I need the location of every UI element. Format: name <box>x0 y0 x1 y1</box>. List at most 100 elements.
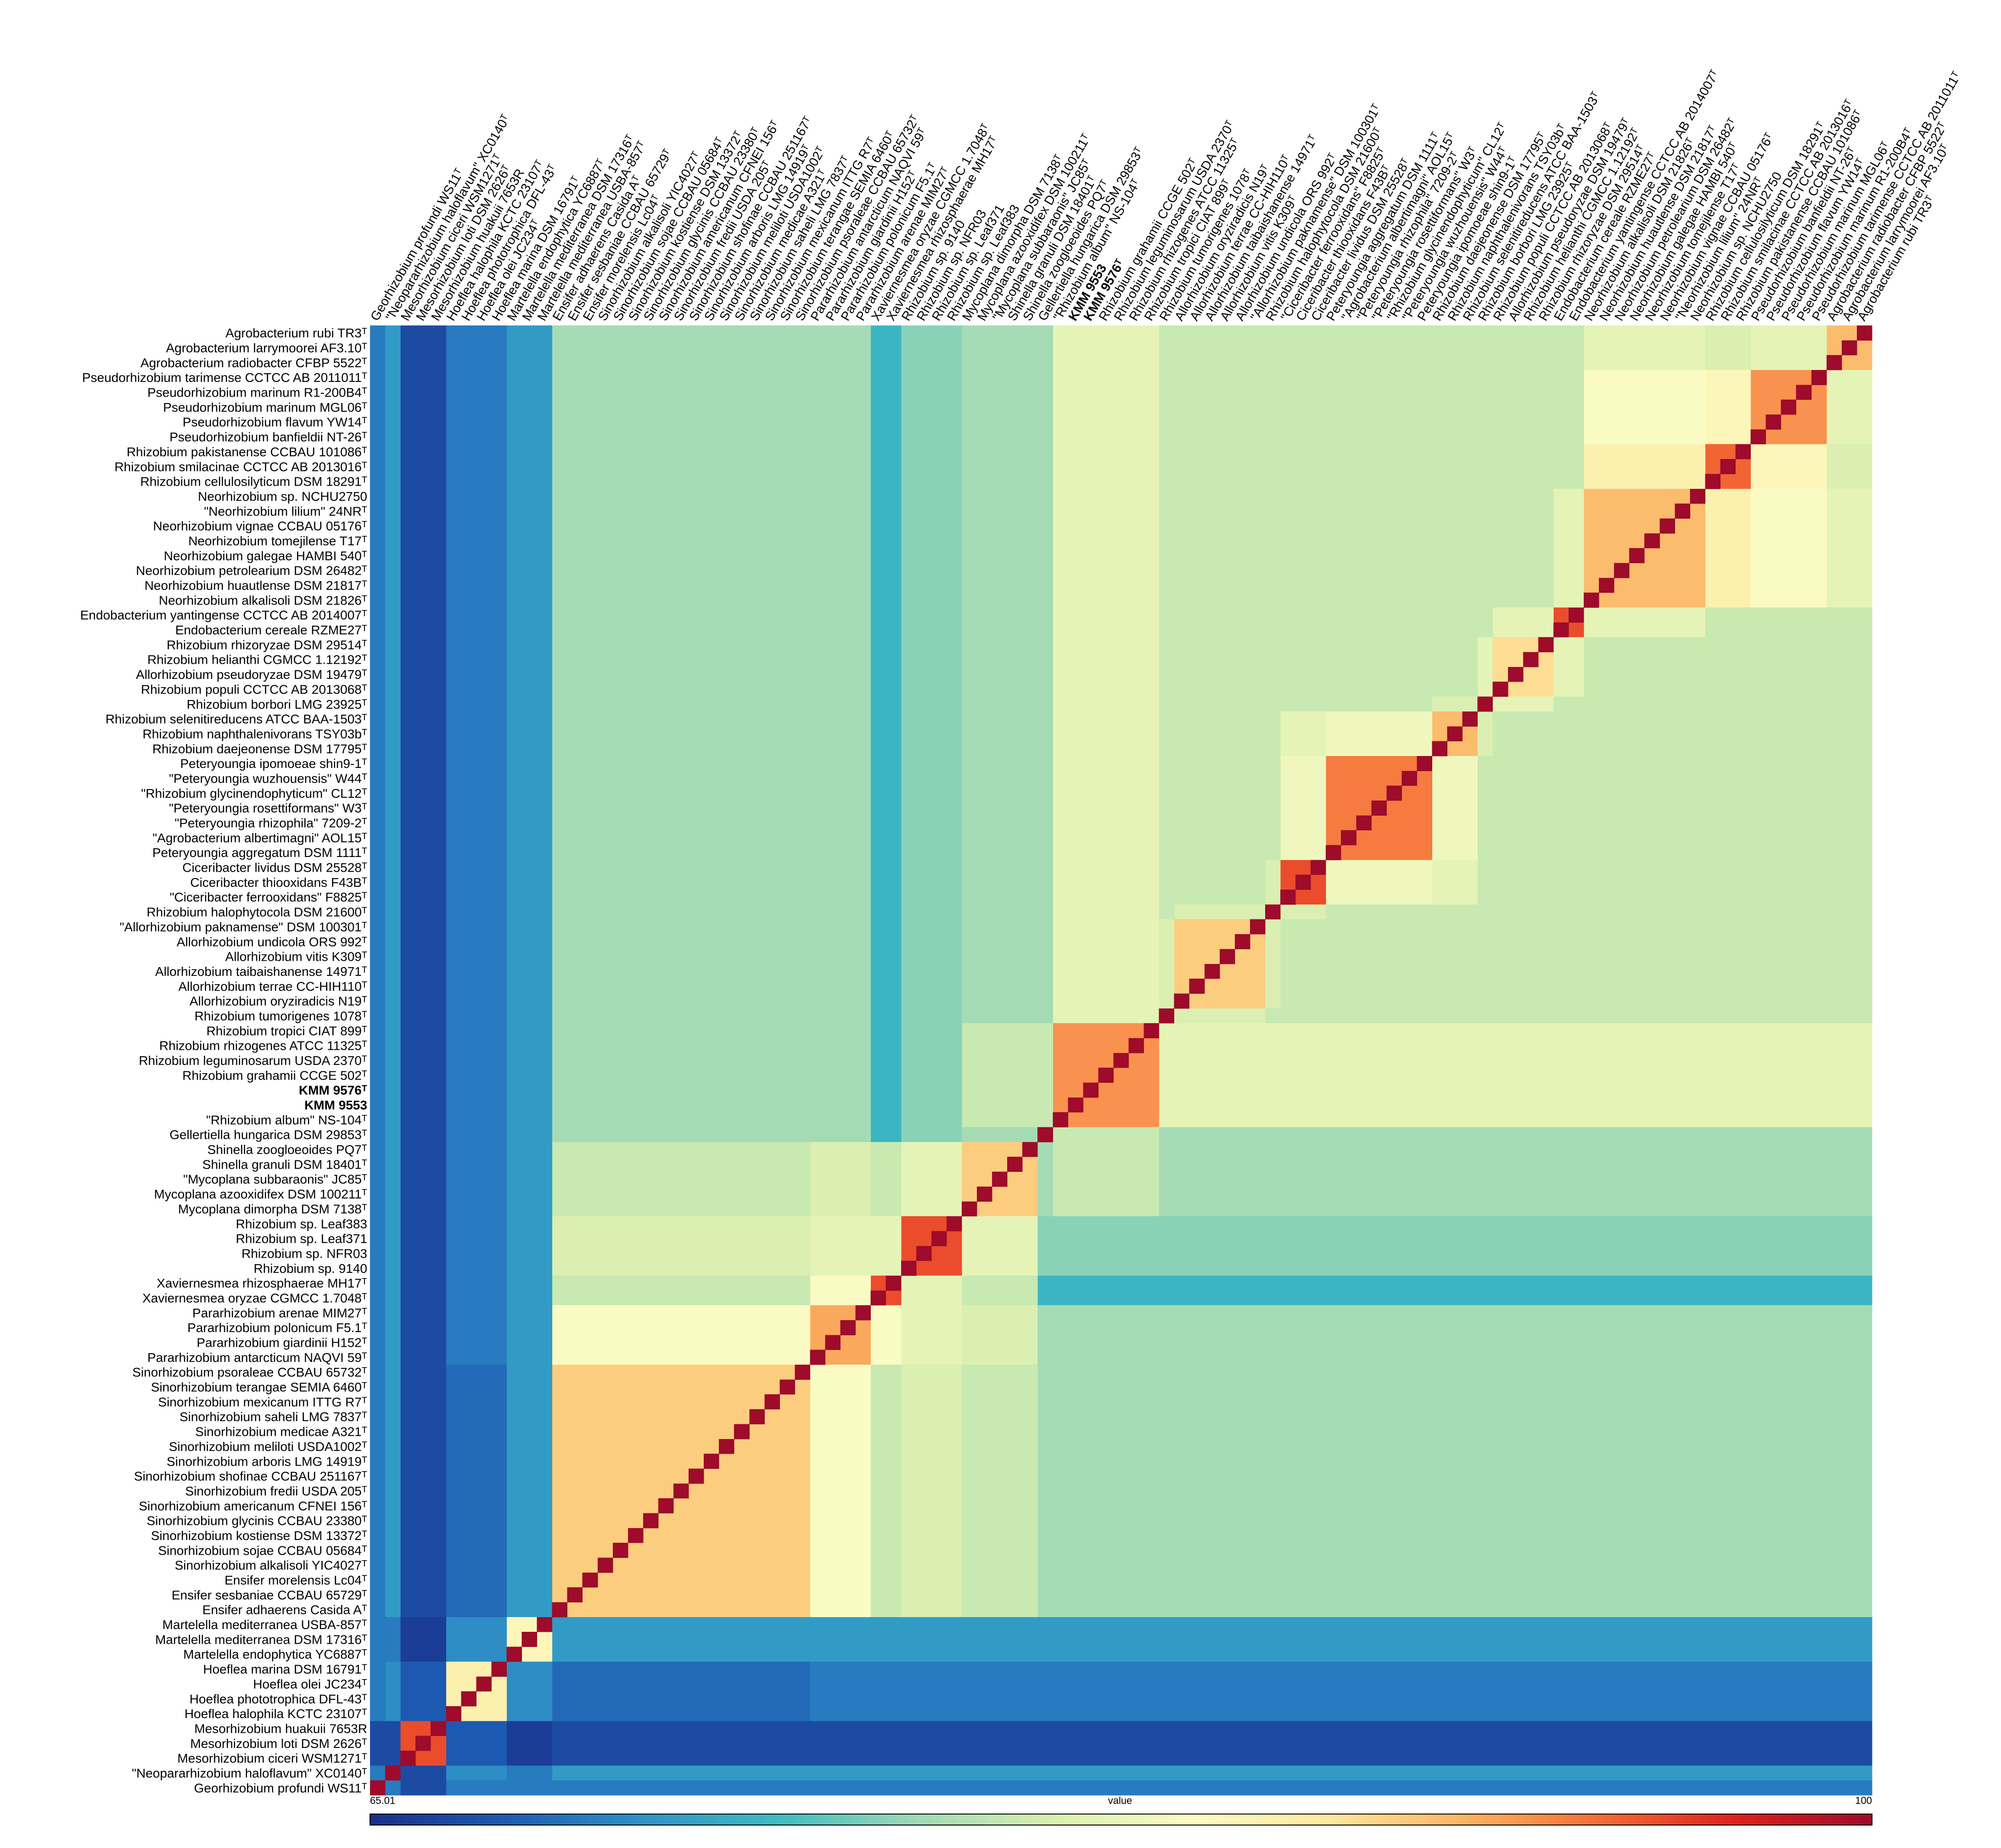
heatmap-cell <box>1553 1142 1584 1217</box>
y-tick-label: Rhizobium tropici CIAT 899ᵀ <box>207 1024 367 1038</box>
heatmap-cell <box>1584 1305 1705 1365</box>
heatmap-cell <box>1265 756 1281 860</box>
heatmap-cell <box>1174 1008 1266 1024</box>
diagonal-cell <box>779 1379 795 1395</box>
y-tick-label: Martelella mediterranea DSM 17316ᵀ <box>155 1632 367 1646</box>
heatmap-cell <box>446 1127 507 1142</box>
heatmap-cell <box>1432 1617 1478 1662</box>
heatmap-cell <box>1553 1305 1584 1365</box>
y-tick-label: "Agrobacterium albertimagni" AOL15ᵀ <box>152 831 367 845</box>
heatmap-cell <box>1280 1765 1326 1781</box>
heatmap-cell <box>1174 696 1266 712</box>
heatmap-cell <box>1432 370 1478 445</box>
heatmap-cell <box>1159 1275 1175 1306</box>
heatmap-cell <box>1174 325 1266 370</box>
heatmap-cell <box>400 1127 446 1142</box>
y-tick-label: Pararhizobium polonicum F5.1ᵀ <box>187 1321 367 1335</box>
heatmap-cell <box>1326 488 1433 608</box>
heatmap-cell <box>1826 1216 1872 1276</box>
diagonal-cell <box>567 1587 583 1603</box>
heatmap-cell <box>870 1216 902 1276</box>
heatmap-cell <box>901 637 962 697</box>
y-tick-label: Pararhizobium arenae MIM27ᵀ <box>192 1306 367 1320</box>
y-tick-label: Peteryoungia aggregatum DSM 1111ᵀ <box>152 846 367 860</box>
heatmap-cell <box>1826 1127 1872 1142</box>
heatmap-cell <box>1826 919 1872 1009</box>
heatmap-cell <box>446 919 507 1009</box>
heatmap-cell <box>1053 711 1160 756</box>
heatmap-cell <box>1280 1305 1326 1365</box>
y-tick-label: Hoeflea halophila KCTC 23107ᵀ <box>185 1707 367 1721</box>
y-tick-label: Ensifer adhaerens Casida Aᵀ <box>202 1603 367 1617</box>
diagonal-cell <box>961 1201 977 1217</box>
y-tick-label: Sinorhizobium americanum CFNEI 156ᵀ <box>139 1499 367 1513</box>
heatmap-cell <box>1326 1216 1433 1276</box>
y-tick-label: Allorhizobium taibaishanense 14971ᵀ <box>155 964 367 979</box>
heatmap-cell <box>901 488 962 608</box>
heatmap-cell <box>552 488 810 608</box>
y-tick-label: "Mycoplana subbaraonis" JC85ᵀ <box>183 1172 367 1187</box>
diagonal-cell <box>1219 949 1235 964</box>
heatmap-cell <box>901 1127 962 1142</box>
heatmap-cell <box>961 1765 1038 1781</box>
heatmap-cell <box>1265 711 1281 756</box>
heatmap-cell <box>961 1365 1038 1618</box>
diagonal-cell <box>1735 444 1751 459</box>
heatmap-cell <box>1584 325 1705 370</box>
heatmap-cell <box>1553 711 1584 756</box>
heatmap-cell <box>552 370 810 445</box>
heatmap-cell <box>870 1721 902 1766</box>
heatmap-cell <box>446 444 507 489</box>
y-tick-label: Neorhizobium petrolearium DSM 26482ᵀ <box>136 564 367 578</box>
heatmap-cell <box>810 1765 871 1781</box>
heatmap-cell <box>1432 1216 1478 1276</box>
y-tick-label: Neorhizobium huautlense DSM 21817ᵀ <box>145 578 367 593</box>
heatmap-cell <box>1174 1142 1266 1217</box>
diagonal-cell <box>1477 696 1493 712</box>
y-tick-label: Rhizobium sp. Leaf383 <box>236 1217 367 1231</box>
heatmap-cell <box>1280 1008 1326 1024</box>
heatmap-cell <box>1280 711 1326 756</box>
heatmap-cell <box>1265 1305 1281 1365</box>
heatmap-cell <box>1037 711 1053 756</box>
heatmap-cell <box>446 1008 507 1024</box>
heatmap-cell <box>552 1142 810 1217</box>
heatmap-cell <box>552 1765 810 1781</box>
heatmap-cell <box>385 1721 401 1766</box>
diagonal-cell <box>1644 533 1660 549</box>
diagonal-cell <box>977 1186 992 1202</box>
heatmap-cell <box>1492 1008 1554 1024</box>
heatmap-cell <box>870 325 902 370</box>
heatmap-cell <box>506 325 553 370</box>
heatmap-cell <box>1326 325 1433 370</box>
heatmap-cell <box>1826 711 1872 756</box>
heatmap-cell <box>1037 1023 1053 1128</box>
heatmap-cell <box>1477 1365 1493 1618</box>
heatmap-cell <box>1432 1023 1478 1128</box>
diagonal-cell <box>1113 1053 1129 1068</box>
diagonal-cell <box>506 1646 522 1662</box>
heatmap-cell <box>552 1275 810 1306</box>
y-tick-label: Allorhizobium undicola ORS 992ᵀ <box>177 935 367 949</box>
heatmap-cell <box>1326 1661 1433 1721</box>
heatmap-cell <box>1037 1365 1053 1618</box>
heatmap-cell <box>1750 1275 1827 1306</box>
heatmap-cell <box>870 860 902 905</box>
diagonal-cell <box>946 1216 962 1232</box>
y-tick-label: Rhizobium pakistanense CCBAU 101086ᵀ <box>127 445 367 459</box>
heatmap-cell <box>1053 637 1160 697</box>
y-tick-label: Neorhizobium alkalisoli DSM 21826ᵀ <box>159 593 367 607</box>
heatmap-cell <box>446 696 507 712</box>
diagonal-cell <box>1523 652 1539 667</box>
heatmap-cell <box>1326 1617 1433 1662</box>
heatmap-cell <box>385 1008 401 1024</box>
heatmap-cell <box>1326 919 1433 1009</box>
heatmap-cell <box>870 1142 902 1217</box>
heatmap-cell <box>1174 711 1266 756</box>
heatmap-cell <box>1826 1365 1872 1618</box>
heatmap-cell <box>552 1305 810 1365</box>
heatmap-cell <box>1326 1008 1433 1024</box>
heatmap-cell <box>506 488 553 608</box>
heatmap-cell <box>1826 1661 1872 1721</box>
